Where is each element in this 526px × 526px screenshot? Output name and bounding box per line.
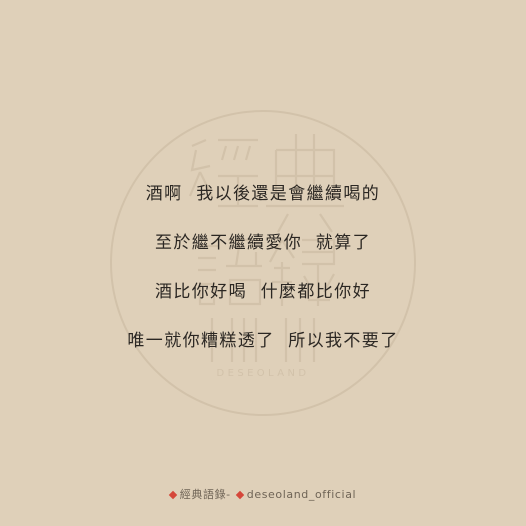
quote-line-2: 至於繼不繼續愛你 就算了 [154, 233, 371, 253]
footer-handle: deseoland_official [246, 488, 357, 501]
quote-line-3: 酒比你好喝 什麼都比你好 [154, 282, 371, 302]
red-diamond-icon [235, 490, 244, 500]
watermark-text: DESEOLAND [217, 368, 310, 379]
footer-brand: 經典語錄- [179, 488, 231, 501]
red-diamond-icon [168, 490, 178, 500]
footer-credit: 經典語錄-deseoland_official [0, 486, 526, 502]
quote-text: 酒啊 我以後還是會繼續喝的 至於繼不繼續愛你 就算了 酒比你好喝 什麼都比你好 … [0, 170, 526, 366]
quote-line-1: 酒啊 我以後還是會繼續喝的 [145, 184, 381, 204]
quote-line-4: 唯一就你糟糕透了 所以我不要了 [127, 331, 399, 351]
